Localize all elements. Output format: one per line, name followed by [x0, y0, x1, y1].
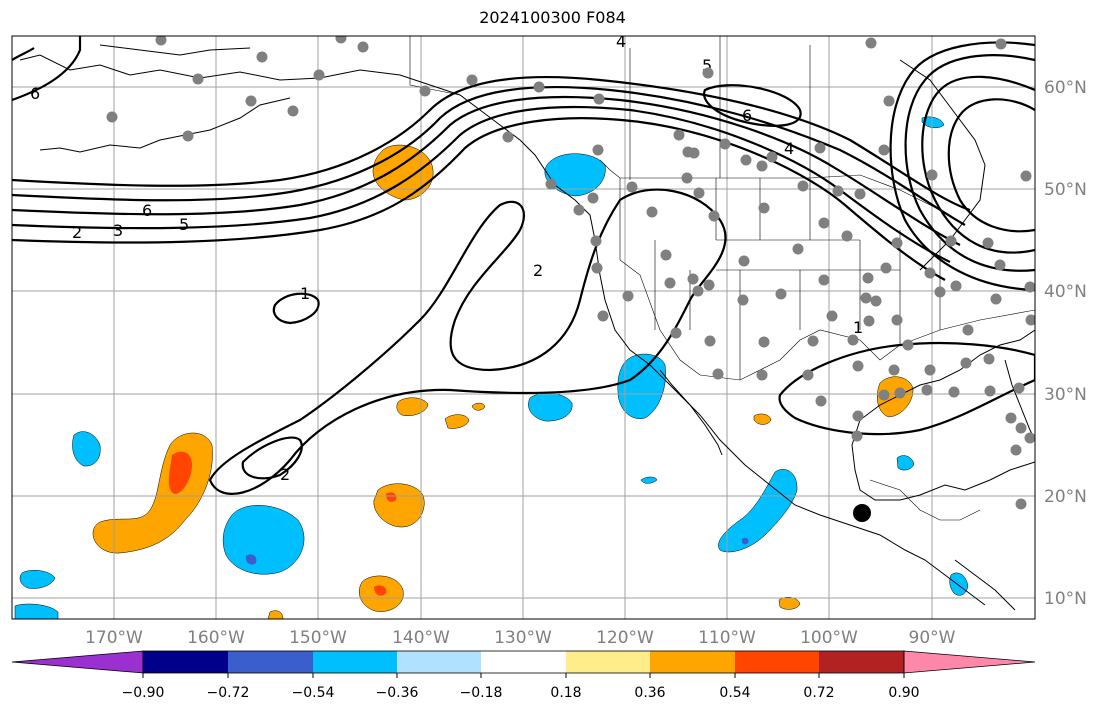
negative-anomaly-region [741, 537, 749, 545]
colorbar-frame [142, 650, 905, 674]
colorbar-tick-label: −0.72 [207, 685, 250, 701]
colorbar-tick-label: 0.36 [634, 685, 665, 701]
target-location-marker [853, 504, 871, 522]
contour-label: 5 [702, 56, 712, 75]
contour-label: 3 [113, 221, 123, 240]
positive-anomaly-region [471, 402, 486, 411]
political-borders [409, 36, 1035, 521]
negative-anomaly-region [544, 153, 606, 197]
colorbar-segment [11, 650, 144, 674]
contour-label: 6 [742, 106, 752, 125]
positive-anomaly-region [168, 451, 192, 494]
map-title: 2024100300 F084 [479, 8, 626, 27]
positive-anomaly-region [753, 413, 772, 425]
contour-label: 5 [179, 215, 189, 234]
negative-anomaly-region [640, 476, 658, 484]
colorbar-segment [735, 651, 819, 673]
contour-label: 6 [142, 201, 152, 220]
colorbar: −0.90 −0.72 −0.54 −0.36 −0.18 0.18 0.36 … [11, 650, 1036, 701]
longitude-label: 150°W [289, 628, 347, 648]
positive-anomaly-region [444, 414, 470, 429]
longitude-label: 120°W [596, 628, 654, 648]
latitude-label: 10°N [1044, 589, 1087, 609]
longitude-label: 110°W [698, 628, 756, 648]
station-markers [106, 36, 1035, 510]
longitude-axis: 170°W 160°W 150°W 140°W 130°W 120°W 110°… [85, 628, 956, 648]
colorbar-segment [481, 651, 566, 673]
negative-anomaly-region [921, 116, 945, 129]
negative-anomaly-region [949, 572, 969, 596]
plot-frame [11, 35, 1036, 620]
colorbar-segment [903, 650, 1036, 674]
latitude-label: 50°N [1044, 180, 1087, 200]
colorbar-segment [143, 651, 228, 673]
colorbar-tick-label: −0.90 [122, 685, 165, 701]
positive-anomaly-region [267, 610, 284, 619]
contour-label: 1 [853, 318, 863, 337]
contour-label: 6 [30, 84, 40, 103]
positive-anomaly-region [386, 492, 397, 502]
longitude-label: 90°W [909, 628, 956, 648]
colorbar-tick-label: −0.18 [460, 685, 503, 701]
colorbar-segment [566, 651, 650, 673]
negative-anomaly-region [19, 570, 56, 589]
negative-anomaly-region [222, 505, 305, 575]
colorbar-segment [819, 651, 904, 673]
colorbar-tick-label: −0.54 [292, 685, 335, 701]
latitude-label: 60°N [1044, 78, 1087, 98]
latitude-label: 20°N [1044, 487, 1087, 507]
colorbar-tick-label: 0.18 [550, 685, 581, 701]
colorbar-tick-label: 0.90 [888, 685, 919, 701]
colorbar-tick-label: 0.54 [719, 685, 750, 701]
longitude-label: 160°W [187, 628, 245, 648]
contour-label: 1 [300, 284, 310, 303]
longitude-label: 170°W [85, 628, 143, 648]
longitude-label: 140°W [392, 628, 450, 648]
latitude-axis: 60°N 50°N 40°N 30°N 20°N 10°N [1044, 78, 1087, 609]
colorbar-tick-label: 0.72 [803, 685, 834, 701]
contour-label: 2 [280, 465, 290, 484]
latitude-label: 30°N [1044, 385, 1087, 405]
graticule [12, 36, 1035, 619]
negative-anomaly-region [718, 469, 798, 553]
negative-anomaly-region [245, 554, 257, 565]
negative-anomaly-region [14, 603, 59, 619]
latitude-label: 40°N [1044, 282, 1087, 302]
positive-anomaly-region [778, 596, 801, 610]
contour-label: 4 [784, 139, 794, 158]
colorbar-segment [228, 651, 313, 673]
positive-anomaly-region [396, 397, 429, 416]
colorbar-tick-label: −0.36 [376, 685, 419, 701]
negative-anomaly-region [72, 431, 101, 467]
contour-label: 4 [616, 32, 626, 51]
negative-anomaly-region [896, 455, 915, 471]
longitude-label: 130°W [494, 628, 552, 648]
colorbar-segment [650, 651, 735, 673]
colorbar-segment [397, 651, 481, 673]
colorbar-segment [313, 651, 397, 673]
contour-label: 2 [533, 261, 543, 280]
contour-labels: 4 5 6 6 4 6 5 3 2 1 2 2 1 [30, 32, 863, 484]
longitude-label: 100°W [800, 628, 858, 648]
positive-anomaly-region [374, 585, 387, 596]
contour-label: 2 [72, 223, 82, 242]
